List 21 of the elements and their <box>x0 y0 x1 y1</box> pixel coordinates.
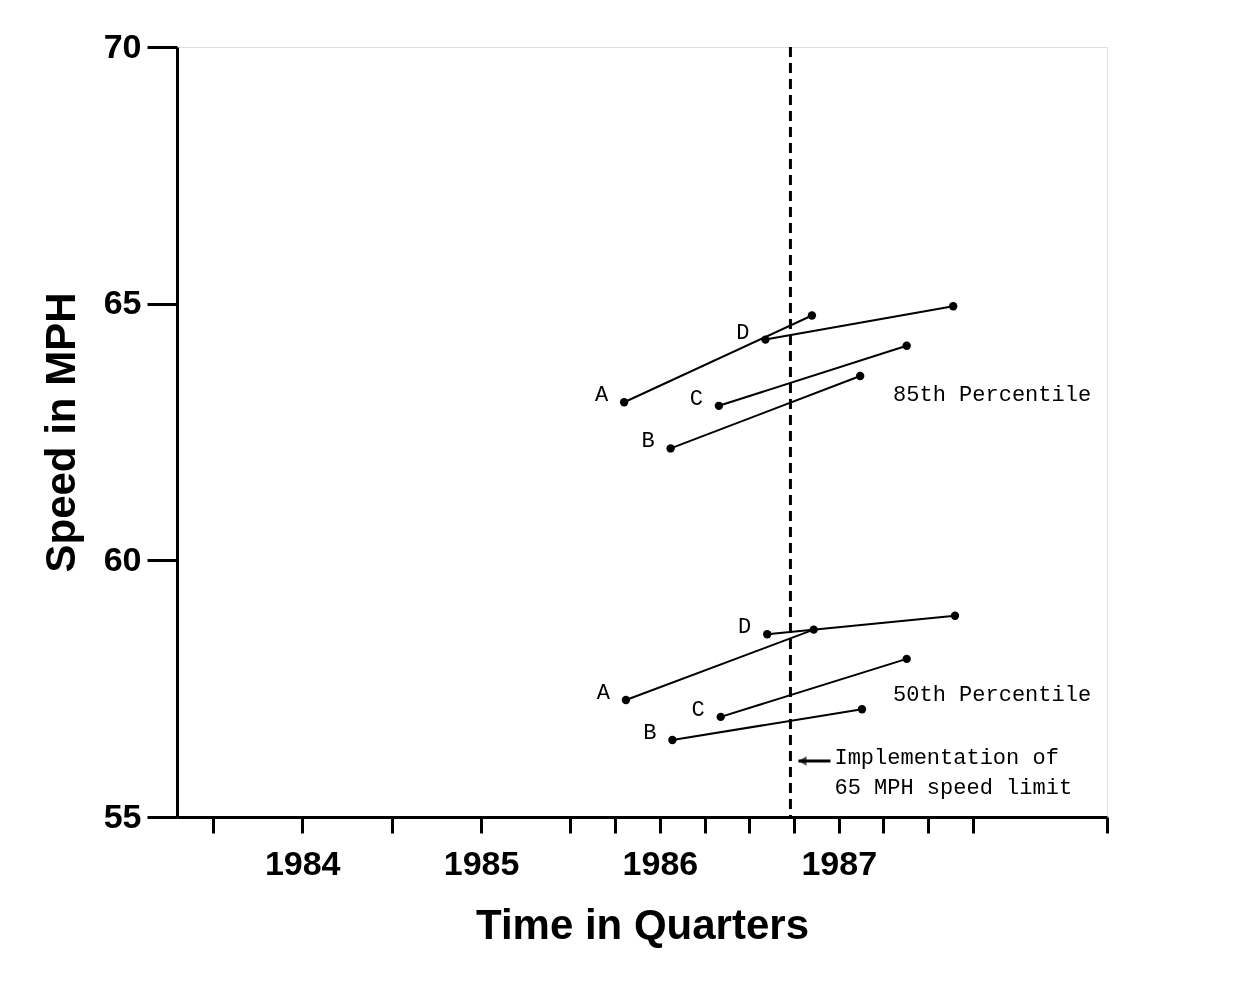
y-tick-label: 55 <box>103 796 142 835</box>
y-tick-label: 60 <box>103 539 142 578</box>
series-label: C <box>691 697 705 723</box>
series-label: B <box>643 721 657 746</box>
annotation: 50th Percentile <box>893 682 1092 708</box>
x-tick-label: 1984 <box>264 843 341 882</box>
x-tick-label: 1986 <box>622 843 699 882</box>
x-tick-label: 1987 <box>801 843 878 882</box>
series-label: A <box>596 680 611 706</box>
series-label: C <box>689 386 703 412</box>
y-tick-label: 70 <box>103 26 142 65</box>
y-tick-label: 65 <box>103 283 142 322</box>
x-tick-label: 1985 <box>443 843 520 882</box>
series-label: A <box>594 383 609 409</box>
annotation: 85th Percentile <box>893 382 1092 408</box>
y-axis-title: Speed in MPH <box>36 292 84 573</box>
ref-line-label: Implementation of 65 MPH speed limit <box>834 746 1073 801</box>
series-label: D <box>737 615 752 641</box>
series-label: B <box>641 429 655 455</box>
x-axis-title: Time in Quarters <box>475 900 810 948</box>
series-label: D <box>736 320 750 346</box>
